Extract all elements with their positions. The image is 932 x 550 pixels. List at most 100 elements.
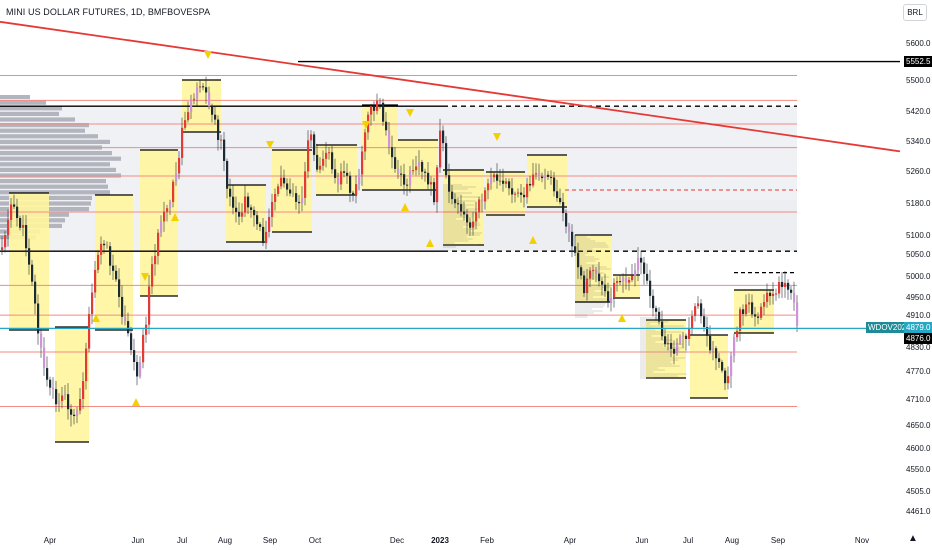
- candle-body: [268, 216, 271, 232]
- candle-body: [589, 270, 592, 279]
- candle-body: [787, 282, 790, 290]
- price-axis-label: 5100.0: [906, 231, 931, 240]
- tradingview-logo-icon[interactable]: ▲: [908, 533, 918, 544]
- candle-body: [433, 182, 436, 203]
- candle-body: [625, 277, 628, 283]
- descending-trendline: [0, 20, 901, 153]
- candle-body: [316, 154, 319, 170]
- candle-body: [331, 152, 334, 170]
- price-axis-label: 4461.0: [906, 507, 931, 516]
- time-axis-label: Jun: [131, 536, 145, 545]
- symbol-tag: WDOV2023: [866, 322, 913, 333]
- candle-body: [442, 130, 445, 144]
- candle-body: [256, 215, 259, 225]
- candle-body: [427, 172, 430, 185]
- candle-body: [406, 184, 409, 186]
- candle-body: [289, 189, 292, 194]
- candle-body: [265, 231, 268, 244]
- candle-body: [241, 212, 244, 217]
- time-axis-label: Apr: [43, 536, 57, 545]
- price-axis-label: 4770.0: [906, 367, 931, 376]
- volume-profile-bar: [0, 162, 110, 167]
- candle-body: [688, 328, 691, 339]
- candle-body: [142, 334, 145, 363]
- candle-body: [313, 134, 316, 155]
- candle-body: [568, 226, 571, 232]
- candle-body: [577, 252, 580, 268]
- candle-body: [565, 213, 568, 227]
- currency-button[interactable]: BRL: [903, 4, 927, 21]
- volume-profile-bar: [0, 139, 110, 144]
- candle-body: [355, 184, 358, 196]
- volume-profile-bar: [0, 184, 108, 189]
- candle-body: [574, 246, 577, 253]
- volume-profile-bar: [0, 106, 62, 111]
- candle-body: [472, 221, 475, 228]
- candle-body: [370, 106, 373, 115]
- candle-body: [280, 177, 283, 187]
- candle-body: [58, 400, 61, 405]
- candle-body: [238, 211, 241, 217]
- candle-body: [613, 282, 616, 298]
- candle-body: [1, 247, 4, 250]
- candle-body: [559, 198, 562, 203]
- triangle-up-icon: [426, 239, 434, 247]
- candle-body: [487, 183, 490, 191]
- candle-body: [130, 333, 133, 351]
- value-area-box: [226, 185, 266, 242]
- candle-body: [742, 309, 745, 314]
- candle-body: [775, 293, 778, 295]
- candle-body: [28, 248, 31, 265]
- candle-body: [745, 304, 748, 314]
- candle-body: [421, 162, 424, 172]
- candle-body: [490, 177, 493, 184]
- candle-body: [409, 170, 412, 186]
- candle-body: [91, 292, 94, 315]
- candle-body: [178, 157, 181, 174]
- candle-body: [196, 87, 199, 99]
- candle-body: [244, 196, 247, 213]
- volume-profile-bar: [0, 151, 112, 156]
- candle-body: [385, 121, 388, 131]
- candle-body: [124, 316, 127, 322]
- candle-body: [727, 376, 730, 384]
- triangle-up-icon: [171, 213, 179, 221]
- candle-body: [4, 235, 7, 248]
- candle-body: [334, 169, 337, 178]
- candle-body: [796, 302, 799, 326]
- candle-body: [781, 281, 784, 288]
- candle-body: [373, 106, 376, 111]
- candle-body: [748, 302, 751, 305]
- chart-title: MINI US DOLLAR FUTURES, 1D, BMFBOVESPA: [6, 7, 211, 17]
- triangle-up-icon: [92, 314, 100, 322]
- candle-body: [391, 147, 394, 158]
- candle-body: [97, 254, 100, 270]
- candle-body: [247, 196, 250, 208]
- candle-body: [301, 197, 304, 204]
- candle-body: [352, 192, 355, 196]
- candle-body: [34, 281, 37, 304]
- candle-body: [232, 196, 235, 208]
- candle-body: [163, 211, 166, 222]
- candle-body: [310, 134, 313, 141]
- last-price-tag: 4879.0: [904, 322, 932, 333]
- candle-body: [7, 219, 10, 236]
- candle-body: [529, 183, 532, 186]
- candle-body: [403, 174, 406, 185]
- candle-body: [346, 172, 349, 176]
- volume-profile-bar: [0, 190, 110, 195]
- candle-body: [169, 201, 172, 209]
- candle-body: [601, 281, 604, 285]
- candle-body: [175, 173, 178, 182]
- candle-body: [322, 158, 325, 166]
- candle-body: [595, 270, 598, 274]
- candle-body: [598, 273, 601, 282]
- candle-body: [151, 264, 154, 287]
- candle-body: [730, 355, 733, 377]
- time-axis-label: Apr: [563, 536, 577, 545]
- candle-body: [208, 92, 211, 107]
- triangle-up-icon: [618, 314, 626, 322]
- volume-profile-bar: [0, 100, 46, 105]
- candle-body: [454, 199, 457, 204]
